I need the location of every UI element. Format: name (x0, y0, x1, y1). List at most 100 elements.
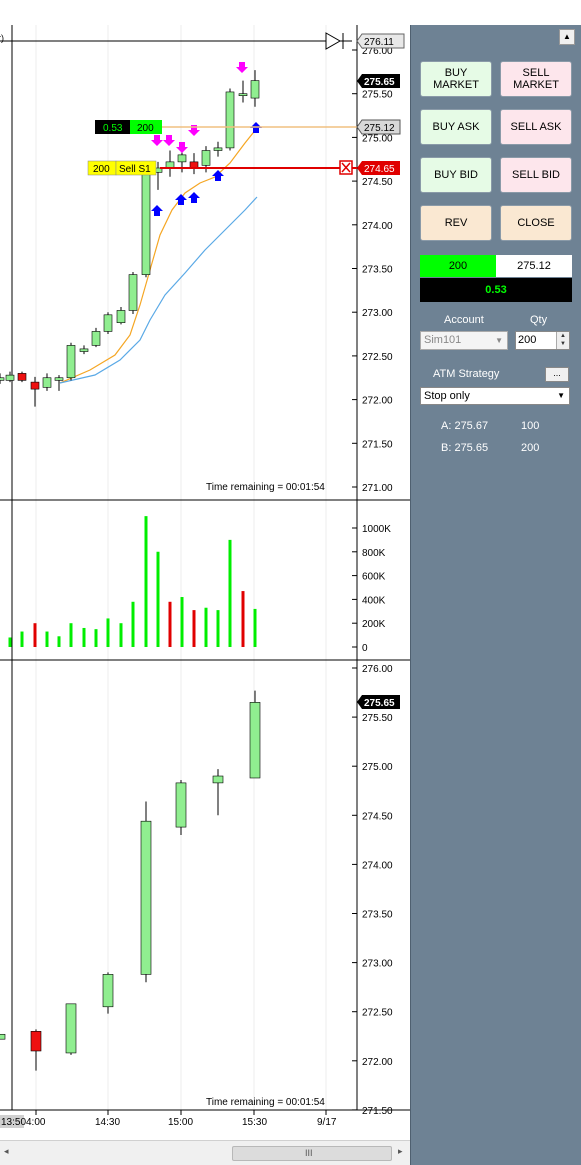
buy-arrow-icon (188, 192, 200, 203)
candle-body (5, 374, 15, 381)
lower-last-price-tag (357, 695, 400, 709)
ask-price-label: A: 275.67 (441, 420, 489, 432)
scroll-left-icon[interactable]: ◂ (4, 1146, 9, 1156)
candle-body (213, 147, 223, 151)
atm-strategy-select[interactable]: Stop only ▼ (420, 387, 570, 405)
order-qty-text: 200 (93, 164, 110, 175)
quantity-value: 200 (518, 334, 537, 346)
qty-tag (130, 120, 162, 134)
buy-arrow-icon (151, 205, 163, 216)
candle-body (17, 373, 27, 381)
reverse-button[interactable]: REV (420, 205, 492, 241)
last-price-tag-text: 275.65 (364, 77, 395, 88)
qty-label: Qty (530, 314, 548, 326)
buy-ask-button[interactable]: BUY ASK (420, 109, 492, 145)
price-axis-label: 276.00 (362, 46, 393, 57)
position-pnl: 0.53 (420, 278, 572, 302)
sell-ask-button[interactable]: SELL ASK (500, 109, 572, 145)
lower-price-axis-label: 275.00 (362, 762, 393, 773)
lower-price-axis-label: 276.00 (362, 664, 393, 675)
position-avg-price: 275.12 (496, 255, 572, 277)
scrollbar-thumb[interactable]: III (232, 1146, 392, 1161)
price-axis-label: 271.00 (362, 483, 393, 494)
window-top-strip (0, 0, 410, 25)
play-bar-icon[interactable] (325, 32, 342, 50)
volume-axis-label: 800K (362, 548, 386, 559)
lower-candle-body (0, 1033, 6, 1040)
volume-axis-label: 400K (362, 595, 386, 606)
candle-body (201, 150, 211, 166)
price-axis-label: 274.00 (362, 221, 393, 232)
x-axis-first-label: 13:50 (1, 1117, 26, 1128)
quantity-stepper[interactable]: 200 ▲ ▼ (515, 331, 570, 350)
lower-price-axis-label: 272.00 (362, 1057, 393, 1068)
candle-body (225, 91, 235, 149)
price-axis-label: 275.50 (362, 90, 393, 101)
atm-strategy-options-button[interactable]: ... (545, 367, 569, 382)
x-axis-first-label-bg (0, 1115, 24, 1128)
x-axis-labels: 4:00 14:30 15:00 15:30 9/17 (26, 1110, 337, 1128)
account-chevron-down-icon: ▼ (495, 336, 503, 345)
candle-body (54, 377, 64, 381)
stop-price-tag (357, 161, 400, 175)
lower-price-axis-label: 274.50 (362, 811, 393, 822)
buy-arrow-icon (212, 170, 224, 181)
x-axis-label: 15:30 (242, 1117, 267, 1128)
buy-bid-button[interactable]: BUY BID (420, 157, 492, 193)
lower-candle-body (249, 702, 261, 779)
atm-strategy-value: Stop only (424, 390, 470, 402)
lower-candle-body (65, 1003, 77, 1054)
close-button[interactable]: CLOSE (500, 205, 572, 241)
bid-price-label: B: 275.65 (441, 442, 489, 454)
panel-scroll-up-icon[interactable]: ▲ (559, 29, 575, 45)
atm-chevron-down-icon: ▼ (557, 391, 565, 400)
buy-market-button[interactable]: BUY MARKET (420, 61, 492, 97)
price-axis-label: 273.50 (362, 265, 393, 276)
volume-axis-label: 200K (362, 619, 386, 630)
candle-body (103, 314, 113, 332)
pnl-tag-text: 0.53 (103, 123, 123, 134)
lower-candle-body (30, 1031, 42, 1052)
volume-axis-label: 1000K (362, 524, 391, 535)
pnl-tag (95, 120, 130, 134)
upper-candles (0, 70, 260, 407)
price-axis-label: 274.50 (362, 177, 393, 188)
sell-arrow-icon (151, 135, 163, 146)
order-label-tag[interactable] (115, 160, 157, 176)
lower-price-axis-label: 272.50 (362, 1008, 393, 1019)
account-select[interactable]: Sim101 ▼ (420, 331, 508, 350)
sell-arrow-icon (236, 62, 248, 73)
lower-price-axis-label: 273.50 (362, 910, 393, 921)
x-axis-label: 4:00 (26, 1117, 46, 1128)
x-axis-label: 15:00 (168, 1117, 193, 1128)
sell-bid-button[interactable]: SELL BID (500, 157, 572, 193)
upper-price-axis: 276.00 275.50 275.00 274.50 274.00 273.50 273.… (352, 25, 393, 500)
chart-background (0, 25, 410, 1140)
order-label-text: Sell S1 (119, 164, 151, 175)
chart-canvas[interactable]: 276.00 275.50 275.00 274.50 274.00 273.50 273.… (0, 25, 410, 1140)
sell-market-button[interactable]: SELL MARKET (500, 61, 572, 97)
sell-arrow-icon (176, 142, 188, 153)
chart-trader-panel: ▲ BUY MARKET SELL MARKET BUY ASK SELL AS… (410, 25, 581, 1165)
price-axis-label: 275.00 (362, 133, 393, 144)
candle-body (128, 274, 138, 311)
candle-body (66, 345, 76, 379)
buy-arrow-icon (175, 194, 187, 205)
last-price-tag (357, 74, 400, 88)
candle-body (79, 348, 89, 352)
quantity-spin-icon[interactable]: ▲ ▼ (556, 332, 569, 349)
lower-last-price-tag-text: 275.65 (364, 698, 395, 709)
edge-label: r) (0, 33, 4, 43)
time-remaining-upper: Time remaining = 00:01:54 (206, 482, 325, 493)
horizontal-scrollbar[interactable]: ◂ III ▸ (0, 1140, 410, 1165)
x-axis-label: 9/17 (317, 1117, 337, 1128)
candle-body (0, 377, 5, 381)
chart-area[interactable]: 276.00 275.50 275.00 274.50 274.00 273.50 273.… (0, 25, 410, 1140)
time-remaining-lower: Time remaining = 00:01:54 (206, 1097, 325, 1108)
lower-price-axis-label: 275.50 (362, 713, 393, 724)
scroll-right-icon[interactable]: ▸ (398, 1146, 403, 1156)
bid-size-label: 200 (521, 442, 540, 454)
ask-size-label: 100 (521, 420, 540, 432)
account-select-value: Sim101 (424, 334, 462, 346)
price-axis-label: 273.00 (362, 308, 393, 319)
